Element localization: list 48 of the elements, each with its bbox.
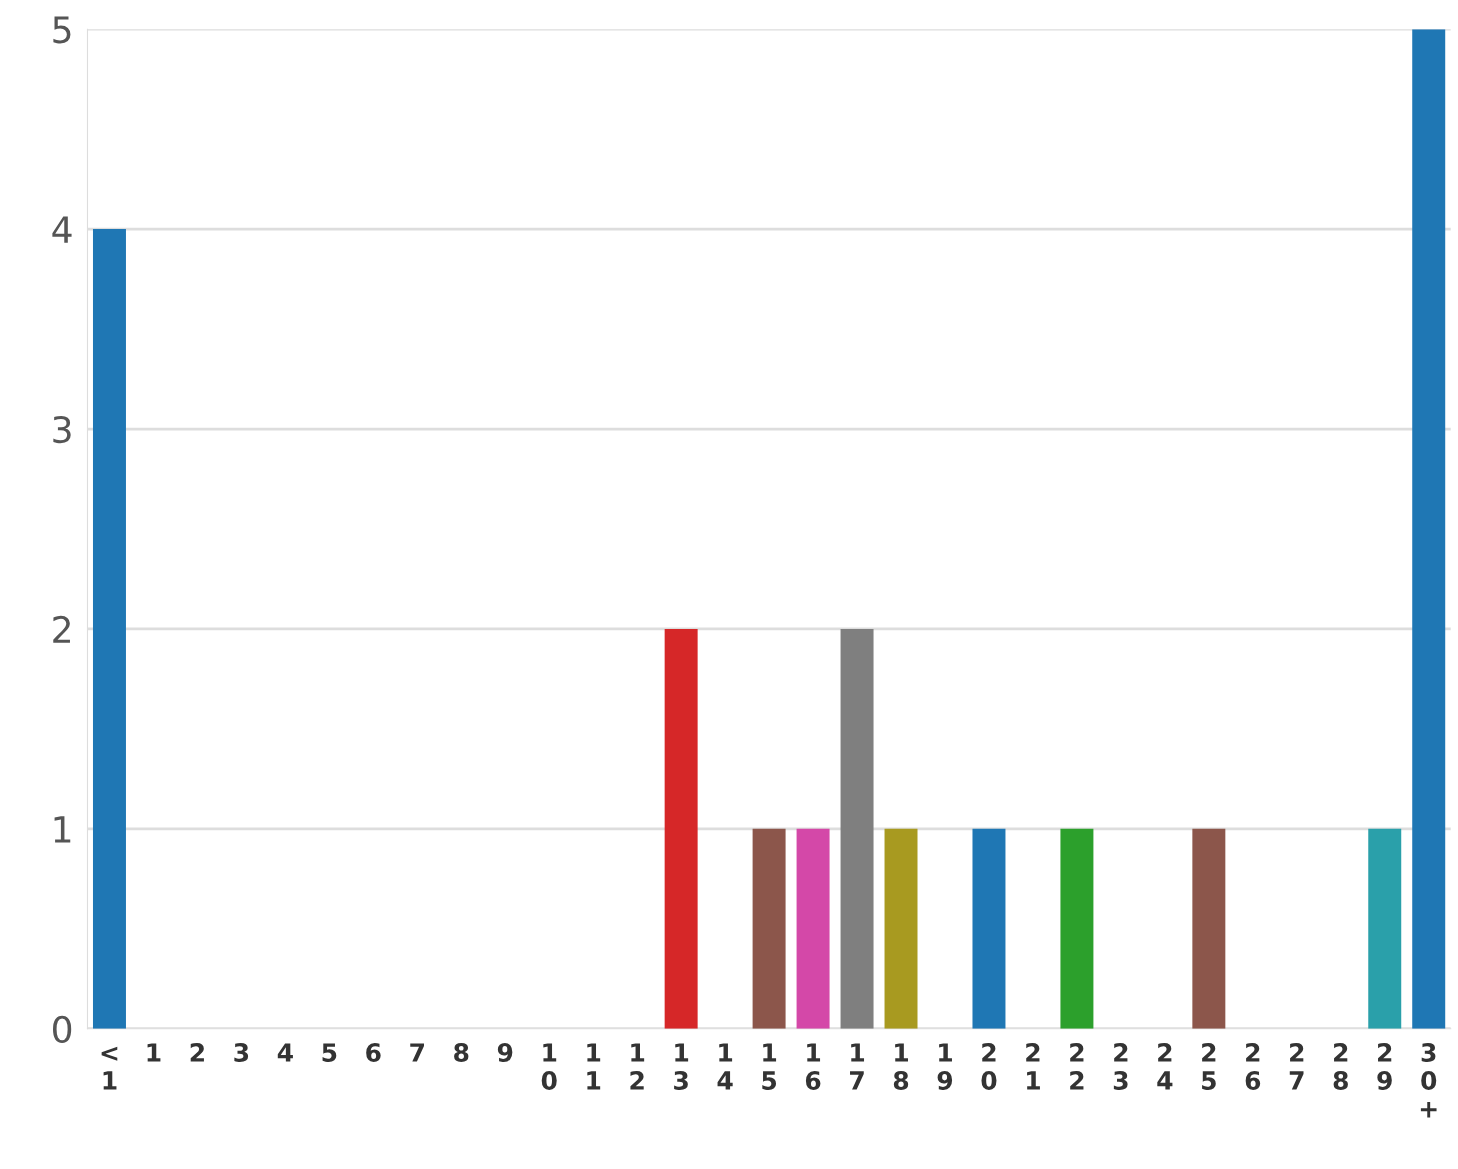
- bar: [1368, 828, 1402, 1029]
- bar: [752, 828, 786, 1029]
- x-tick-label: 15: [762, 1043, 777, 1090]
- bar: [1060, 828, 1094, 1029]
- x-tick-label: 14: [717, 1043, 733, 1090]
- x-tick-label: 20: [981, 1043, 997, 1090]
- x-tick-label: 3: [234, 1043, 249, 1062]
- x-tick-label: 2: [190, 1043, 204, 1062]
- bar: [664, 628, 698, 1029]
- x-tick-label: 13: [674, 1043, 689, 1090]
- bar: [884, 828, 918, 1029]
- x-tick-label: 24: [1157, 1043, 1173, 1090]
- y-tick-label: 1: [54, 816, 71, 843]
- x-tick-label: 17: [850, 1043, 865, 1090]
- x-tick-label: 6: [366, 1043, 381, 1062]
- bar: [972, 828, 1006, 1029]
- y-tick-label: 2: [53, 615, 70, 643]
- bar: [1412, 29, 1446, 1029]
- x-tick-label: 1: [147, 1043, 161, 1062]
- bar: [796, 828, 830, 1029]
- x-tick-label: 30+: [1420, 1043, 1437, 1118]
- x-tick-label: 25: [1202, 1043, 1216, 1090]
- x-tick-label: 18: [893, 1043, 909, 1090]
- x-tick-label: 28: [1333, 1043, 1348, 1090]
- x-tick-label: 7: [410, 1043, 424, 1062]
- x-tick-label: 19: [937, 1043, 953, 1090]
- x-tick-label: 27: [1289, 1043, 1304, 1090]
- x-tick-label: 8: [454, 1043, 469, 1062]
- y-tick-label: 3: [53, 415, 71, 444]
- x-tick-label: 5: [322, 1043, 337, 1062]
- x-tick-label: 26: [1245, 1043, 1261, 1090]
- x-tick-label: 4: [277, 1043, 293, 1062]
- bar: [840, 628, 874, 1029]
- bar: [1192, 828, 1226, 1029]
- x-tick-label: 16: [805, 1043, 821, 1090]
- y-tick-label: 0: [53, 1015, 72, 1043]
- x-tick-label: 11: [587, 1043, 601, 1090]
- x-tick-label: 29: [1377, 1043, 1392, 1090]
- y-tick-label: 5: [53, 16, 71, 44]
- x-tick-label: <1: [101, 1046, 118, 1090]
- x-tick-label: 22: [1070, 1043, 1084, 1090]
- x-tick-label: 10: [541, 1043, 557, 1090]
- x-tick-label: 9: [497, 1043, 513, 1062]
- x-tick-label: 21: [1026, 1043, 1040, 1090]
- bar: [92, 229, 126, 1029]
- x-tick-label: 23: [1113, 1043, 1128, 1090]
- x-tick-label: 1 2: [630, 1043, 645, 1090]
- y-tick-label: 4: [52, 216, 72, 243]
